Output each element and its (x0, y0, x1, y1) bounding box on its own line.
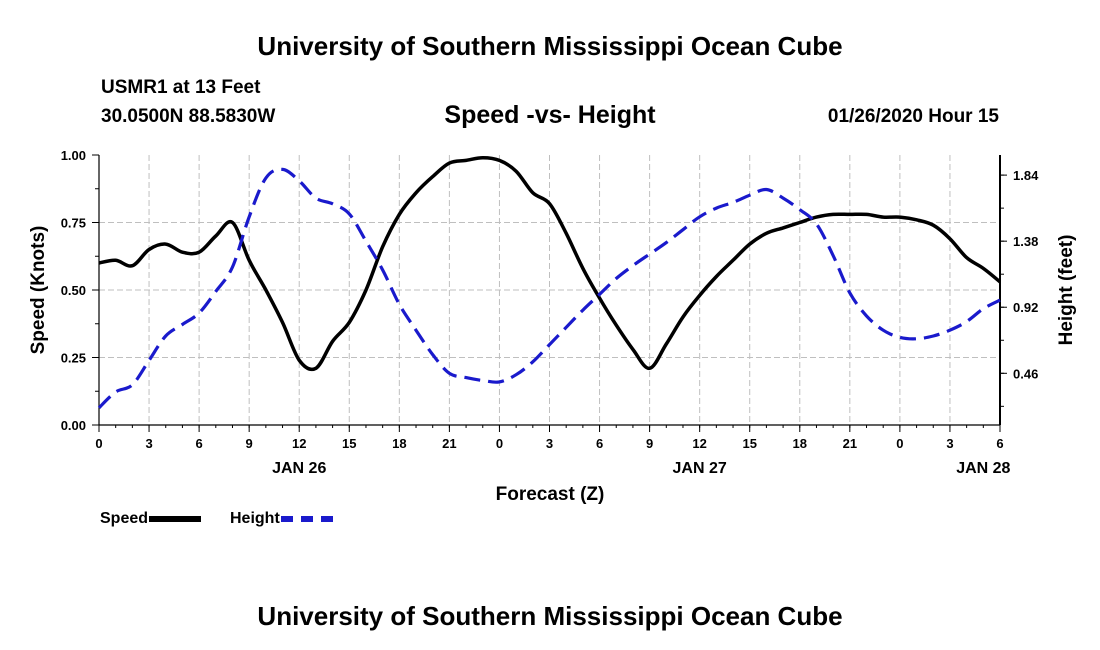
y-tick-label: 0.00 (61, 418, 86, 433)
x-tick-label: 18 (793, 436, 807, 451)
x-tick-label: 3 (145, 436, 152, 451)
x-tick-label: 12 (692, 436, 706, 451)
x-tick-label: 0 (496, 436, 503, 451)
y-tick-label: 0.50 (61, 283, 86, 298)
series-lines (97, 155, 1002, 409)
y2-tick-label: 0.46 (1013, 366, 1038, 381)
y2-tick-label: 1.84 (1013, 168, 1039, 183)
y2-tick-label: 1.38 (1013, 234, 1038, 249)
x-tick-label: 12 (292, 436, 306, 451)
x-tick-label: 0 (95, 436, 102, 451)
axes (92, 154, 1007, 432)
x-tick-label: 6 (596, 436, 603, 451)
legend-height-swatch (280, 516, 333, 522)
top-title: University of Southern Mississippi Ocean… (257, 31, 843, 61)
legend-speed-label: Speed (100, 510, 149, 527)
legend-height: Height (230, 508, 333, 530)
coordinates-label: 30.0500N 88.5830W (101, 106, 276, 127)
series-height-line (97, 167, 1001, 409)
station-label: USMR1 at 13 Feet (101, 77, 261, 98)
x-tick-label: 9 (246, 436, 253, 451)
x-tick-label: 3 (546, 436, 553, 451)
y-tick-label: 0.75 (61, 216, 86, 231)
grid-lines (99, 155, 1000, 425)
x-tick-label: 9 (646, 436, 653, 451)
legend-speed: Speed (100, 508, 202, 530)
x-tick-label: 0 (896, 436, 903, 451)
y2-tick-label: 0.92 (1013, 300, 1038, 315)
chart-title: Speed -vs- Height (444, 101, 656, 129)
y-tick-label: 1.00 (61, 148, 86, 163)
x-axis-label: Forecast (Z) (496, 484, 605, 505)
legend-height-label: Height (230, 510, 280, 527)
y-axis-label: Speed (Knots) (28, 226, 49, 355)
datetime-label: 01/26/2020 Hour 15 (827, 106, 999, 127)
x-tick-label: 18 (392, 436, 406, 451)
x-tick-label: 15 (742, 436, 756, 451)
x-tick-label: 15 (342, 436, 356, 451)
date-label: JAN 27 (673, 460, 727, 477)
bottom-title: University of Southern Mississippi Ocean… (257, 601, 843, 631)
x-tick-label: 21 (442, 436, 456, 451)
y2-axis-label: Height (feet) (1056, 235, 1077, 346)
date-label: JAN 28 (956, 460, 1010, 477)
y-tick-label: 0.25 (61, 351, 86, 366)
date-label: JAN 26 (272, 460, 326, 477)
tick-labels: 0 3 6 9 12 15 18 21 0 3 6 9 12 15 18 21 0 3 6 JAN 26 JAN 27 J… (61, 148, 1039, 477)
legend-speed-swatch (149, 516, 202, 522)
x-tick-label: 6 (996, 436, 1003, 451)
x-tick-label: 3 (946, 436, 953, 451)
x-tick-label: 21 (843, 436, 857, 451)
series-speed-line (98, 155, 1002, 372)
x-tick-label: 6 (195, 436, 202, 451)
